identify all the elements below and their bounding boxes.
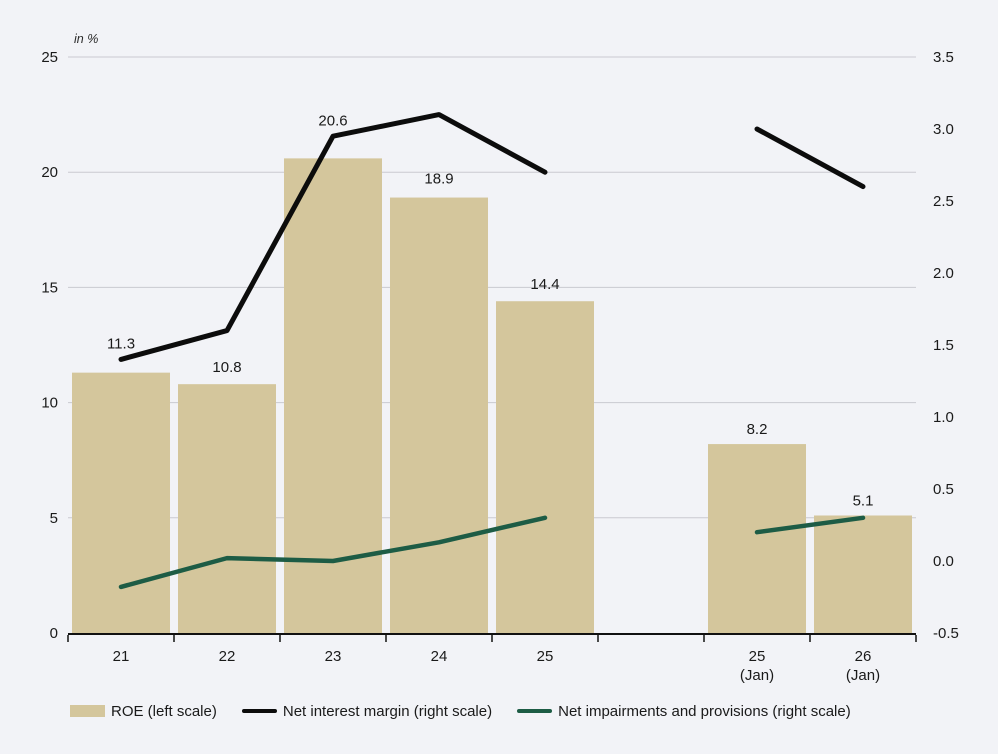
left-axis-tick-label: 10: [41, 395, 58, 412]
category-label: 25: [749, 648, 766, 665]
bar-value-label: 14.4: [530, 276, 559, 293]
net-interest-margin-line-swatch-icon: [241, 709, 277, 713]
bar-value-label: 11.3: [107, 336, 135, 353]
left-axis-tick-label: 20: [41, 164, 58, 181]
series-line: [118, 515, 548, 590]
left-axis-tick-label: 5: [50, 510, 58, 527]
net-impairments-line-swatch-icon: [517, 709, 553, 713]
bar: [814, 515, 912, 633]
series-line: [118, 112, 548, 362]
left-axis-tick-label: 25: [41, 49, 58, 66]
category-label: 26: [855, 648, 872, 665]
category-label: 25: [537, 648, 554, 665]
right-axis-tick-label: 2.5: [933, 193, 954, 210]
series-line: [754, 126, 866, 190]
category-label: 21: [113, 648, 130, 665]
bar-value-label: 10.8: [212, 359, 241, 376]
legend-label-net-interest-margin: Net interest margin (right scale): [282, 702, 493, 720]
bar-value-label: 20.6: [318, 112, 347, 129]
bar: [178, 384, 276, 633]
bar: [496, 301, 594, 633]
bar: [708, 444, 806, 633]
right-axis-tick-label: 2.0: [933, 265, 954, 282]
category-label: (Jan): [740, 667, 774, 684]
chart-legend: ROE (left scale) Net interest margin (ri…: [70, 701, 851, 721]
category-label: 24: [431, 648, 448, 665]
category-label: 22: [219, 648, 236, 665]
left-axis-tick-label: 0: [50, 625, 58, 642]
category-label: 23: [325, 648, 342, 665]
legend-item-roe: ROE (left scale): [70, 703, 217, 720]
bar-value-label: 18.9: [424, 171, 453, 188]
legend-item-net-impairments: Net impairments and provisions (right sc…: [517, 703, 851, 720]
right-axis-tick-label: 1.0: [933, 409, 954, 426]
right-axis-tick-label: 0.0: [933, 553, 954, 570]
left-axis-tick-label: 15: [41, 279, 58, 296]
right-axis-tick-label: 3.0: [933, 121, 954, 138]
bar: [390, 197, 488, 633]
legend-label-roe: ROE (left scale): [111, 702, 217, 720]
category-label: (Jan): [846, 667, 880, 684]
roe-bar-swatch-icon: [70, 705, 105, 717]
legend-label-net-impairments: Net impairments and provisions (right sc…: [558, 702, 851, 720]
bar-value-label: 8.2: [747, 421, 768, 438]
right-axis-tick-label: 3.5: [933, 49, 954, 66]
right-axis-tick-label: 0.5: [933, 481, 954, 498]
unit-label: in %: [74, 32, 99, 46]
bar: [72, 372, 170, 633]
right-axis-tick-label: -0.5: [933, 625, 959, 642]
legend-item-net-interest-margin: Net interest margin (right scale): [241, 702, 493, 720]
bar-value-label: 5.1: [853, 492, 874, 509]
right-axis-tick-label: 1.5: [933, 337, 954, 354]
series-line: [754, 515, 866, 535]
